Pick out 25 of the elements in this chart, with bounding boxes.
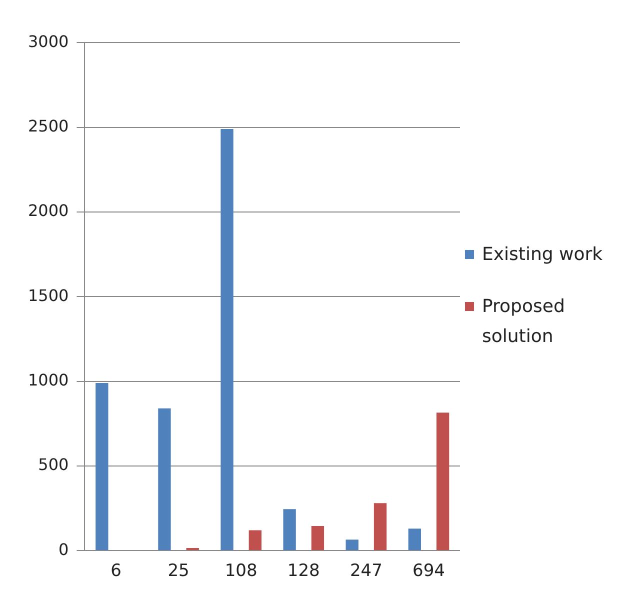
bar: [96, 382, 108, 550]
bar: [158, 408, 171, 550]
bar: [283, 509, 296, 550]
x-tick-label: 694: [412, 561, 445, 582]
legend-label: Existing work: [482, 243, 603, 267]
y-tick-label: 2500: [28, 116, 69, 136]
bar: [346, 540, 358, 550]
y-tick-label: 0: [58, 540, 69, 559]
x-tick-label: 6: [110, 561, 122, 582]
y-tick-label: 2000: [28, 201, 69, 220]
bar: [311, 526, 324, 550]
bar: [408, 528, 421, 550]
y-tick-label: 1000: [28, 370, 69, 390]
bar: [436, 412, 450, 550]
y-tick-label: 1500: [28, 286, 69, 305]
bar: [220, 128, 234, 550]
legend-label: Proposed solution: [482, 295, 566, 349]
x-tick-label: 108: [224, 561, 258, 582]
y-tick-label: 3000: [28, 32, 69, 51]
x-tick-label: 25: [168, 561, 190, 582]
bar: [248, 530, 262, 550]
y-tick-label: 500: [38, 455, 69, 474]
bar: [374, 503, 387, 550]
x-tick-label: 247: [350, 561, 382, 582]
x-tick-label: 128: [287, 561, 320, 582]
